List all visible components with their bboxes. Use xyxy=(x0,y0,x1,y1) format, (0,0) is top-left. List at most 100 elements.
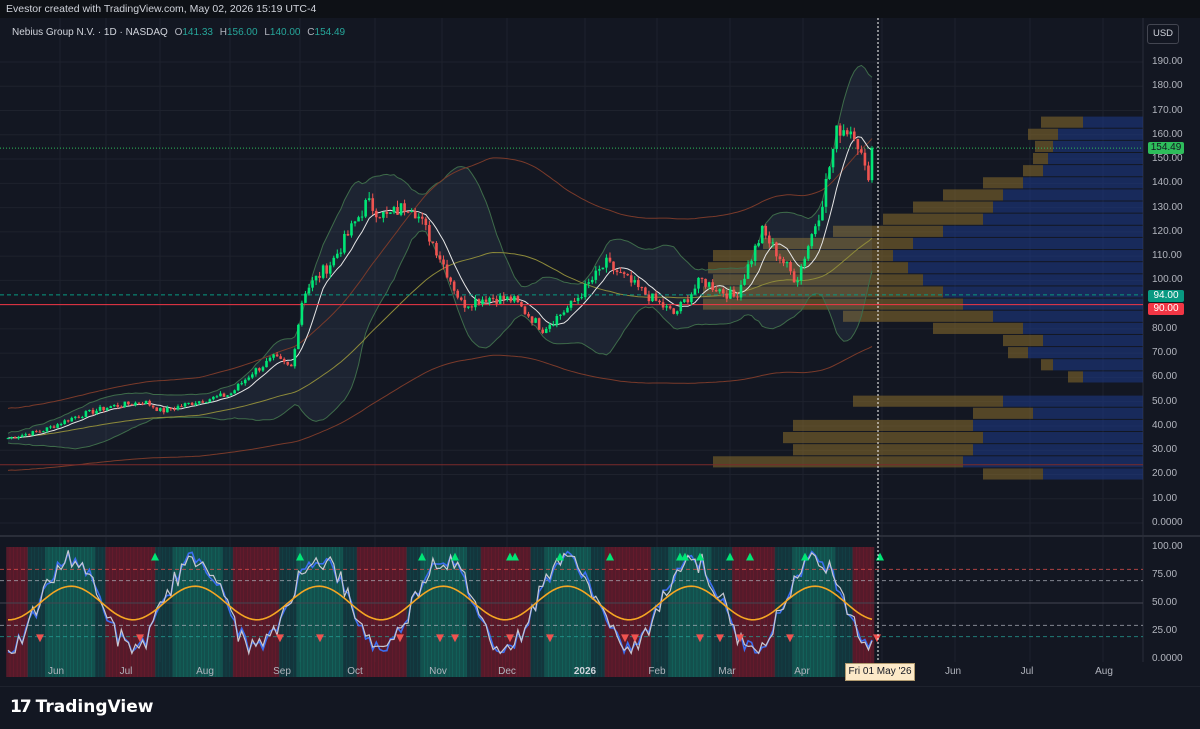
oscillator-heat-cell xyxy=(413,547,418,677)
oscillator-heat-cell xyxy=(55,547,60,677)
sell-signal-marker xyxy=(506,634,514,643)
volume-profile-sell xyxy=(1053,140,1143,152)
oscillator-heat-cell xyxy=(470,547,475,677)
candle-body xyxy=(725,293,729,299)
volume-profile-buy xyxy=(883,213,983,225)
candle-body xyxy=(771,242,775,244)
candle-body xyxy=(155,407,159,411)
candle-body xyxy=(683,299,686,302)
bollinger-bands xyxy=(7,64,873,471)
candle-body xyxy=(314,275,318,281)
candle-body xyxy=(247,377,251,380)
oscillator-heat-cell xyxy=(285,547,291,677)
volume-profile-sell xyxy=(1083,371,1143,383)
candle-body xyxy=(661,302,665,308)
oscillator-heat-cell xyxy=(264,547,269,677)
oscillator-heat-cell xyxy=(427,547,432,677)
oscillator-heat-cell xyxy=(215,547,220,677)
candle-body xyxy=(672,308,676,314)
footer: 17 TradingView xyxy=(0,686,1200,729)
oscillator-heat-cell xyxy=(693,547,698,677)
candle-body xyxy=(336,253,339,258)
price-axis-label: 40.00 xyxy=(1152,419,1178,431)
oscillator-heat-cell xyxy=(863,547,868,677)
oscillator-heat-cell xyxy=(696,547,701,677)
candle-body xyxy=(261,367,265,371)
oscillator-heat-cell xyxy=(45,547,50,677)
candle-body xyxy=(796,280,799,283)
buy-signal-marker xyxy=(606,552,614,561)
candle-body xyxy=(183,403,187,407)
time-axis-label: Aug xyxy=(1095,666,1113,677)
candle-body xyxy=(236,384,240,391)
candle-body xyxy=(413,211,417,219)
candle-body xyxy=(311,280,314,288)
candle-body xyxy=(282,358,286,362)
candle-body xyxy=(810,234,814,247)
candle-body xyxy=(307,287,311,294)
candle-body xyxy=(254,368,258,375)
oscillator-heat-cell xyxy=(615,547,620,677)
candle-body xyxy=(134,402,137,406)
candle-body xyxy=(243,379,247,384)
oscillator-heat-cell xyxy=(13,547,18,677)
candle-body xyxy=(378,217,382,219)
candle-body xyxy=(424,218,428,226)
chart-canvas[interactable] xyxy=(0,18,1200,686)
candle-body xyxy=(721,289,725,294)
oscillator-heat-cell xyxy=(395,547,400,677)
oscillator-heat-cell xyxy=(530,547,535,677)
candle-body xyxy=(495,298,498,304)
price-axis-label: 140.00 xyxy=(1152,177,1183,189)
candlestick-series xyxy=(6,123,874,440)
candle-body xyxy=(66,420,70,422)
low-value: 140.00 xyxy=(269,27,301,38)
price-axis-label: 10.00 xyxy=(1152,492,1178,504)
oscillator-heat-cell xyxy=(409,547,414,677)
candle-body xyxy=(700,277,704,279)
oscillator-heat-cell xyxy=(144,547,149,677)
candle-body xyxy=(438,255,442,260)
oscillator-heat-cell xyxy=(208,547,213,677)
candle-body xyxy=(739,284,743,298)
oscillator-heat-cell xyxy=(385,547,390,677)
time-axis-label: Feb xyxy=(648,666,666,677)
tradingview-brand[interactable]: 17 TradingView xyxy=(10,697,153,717)
oscillator-heat-cell xyxy=(569,547,574,677)
price-axis-label: 130.00 xyxy=(1152,201,1183,213)
candle-body xyxy=(360,216,364,218)
price-axis-label: 0.0000 xyxy=(1152,517,1183,528)
candle-body xyxy=(757,243,760,246)
candle-body xyxy=(399,203,403,215)
volume-profile-buy xyxy=(783,432,983,444)
candle-body xyxy=(477,299,481,305)
oscillator-heat-cell xyxy=(271,547,276,677)
candle-body xyxy=(573,300,576,302)
candle-body xyxy=(420,216,424,219)
oscillator-heat-cell xyxy=(445,547,450,677)
time-axis-label: Jul xyxy=(1020,666,1034,677)
candle-body xyxy=(321,265,325,278)
buy-signal-marker xyxy=(151,552,159,561)
oscillator-heat-cell xyxy=(583,547,588,677)
oscillator-heat-cell xyxy=(130,547,135,677)
oscillator-heat-cell xyxy=(498,547,503,677)
oscillator-heat-cell xyxy=(555,547,560,677)
oscillator-heat-cell xyxy=(406,547,411,677)
sell-signal-marker xyxy=(316,634,324,643)
candle-body xyxy=(647,294,651,302)
candle-body xyxy=(445,264,449,278)
candle-body xyxy=(852,131,856,140)
currency-button[interactable]: USD xyxy=(1147,24,1179,44)
time-axis-label: 2026 xyxy=(573,666,597,677)
close-label: C xyxy=(307,27,315,38)
oscillator-heat-cell xyxy=(179,547,184,677)
candle-body xyxy=(70,417,74,422)
candle-body xyxy=(502,295,506,300)
oscillator-lines xyxy=(0,549,1143,656)
level-94-tag: 94.00 xyxy=(1148,290,1184,302)
candle-body xyxy=(105,407,109,411)
candle-body xyxy=(484,299,488,302)
sell-signal-marker xyxy=(436,634,444,643)
candle-body xyxy=(332,257,336,266)
